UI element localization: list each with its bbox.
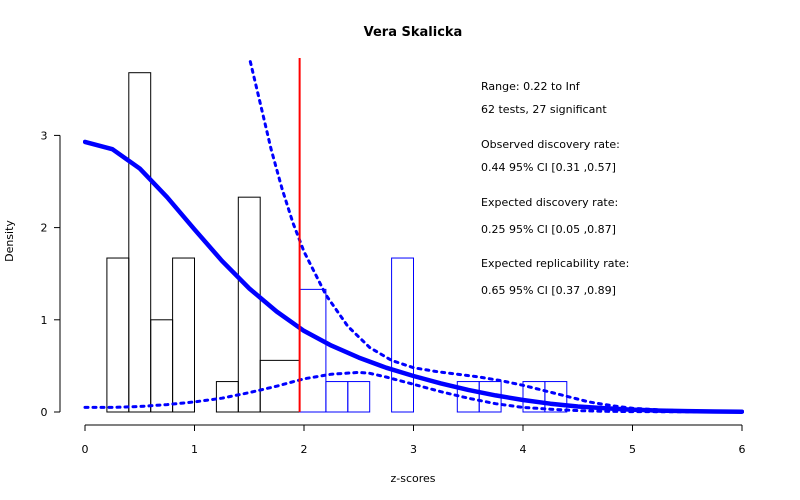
- annotation-line: Expected discovery rate:: [481, 196, 618, 209]
- x-tick-label: 1: [191, 443, 198, 456]
- x-tick-label: 2: [301, 443, 308, 456]
- y-tick-label: 3: [41, 129, 48, 142]
- y-tick-label: 2: [41, 222, 48, 235]
- histogram-bar-nonsignificant: [150, 319, 174, 413]
- x-tick-label: 5: [629, 443, 636, 456]
- histogram-bar-significant: [299, 288, 327, 413]
- chart-title: Vera Skalicka: [364, 25, 463, 40]
- annotation-line: 0.44 95% CI [0.31 ,0.57]: [481, 161, 616, 174]
- histogram-bar-significant: [544, 381, 568, 413]
- annotation-line: Observed discovery rate:: [481, 138, 620, 151]
- histogram-bar-nonsignificant: [172, 257, 196, 413]
- annotation-line: Expected replicability rate:: [481, 257, 629, 270]
- x-tick-label: 6: [739, 443, 746, 456]
- histogram-bar-significant: [347, 381, 371, 413]
- x-tick-label: 0: [82, 443, 89, 456]
- lower-ci-curve: [83, 370, 744, 414]
- y-axis-label: Density: [3, 220, 16, 262]
- histogram-bar-nonsignificant: [259, 359, 301, 413]
- histogram-bar-nonsignificant: [128, 72, 152, 413]
- histogram-bar-nonsignificant: [237, 196, 261, 413]
- annotation-line: 62 tests, 27 significant: [481, 103, 607, 116]
- y-tick-label: 1: [41, 314, 48, 327]
- annotation-line: Range: 0.22 to Inf: [481, 80, 581, 93]
- histogram-bar-nonsignificant: [106, 257, 130, 413]
- annotation-line: 0.25 95% CI [0.05 ,0.87]: [481, 223, 616, 236]
- annotation-line: 0.65 95% CI [0.37 ,0.89]: [481, 284, 616, 297]
- histogram-bar-significant: [325, 381, 349, 413]
- histogram-bar-significant: [391, 257, 415, 413]
- y-tick-label: 0: [41, 406, 48, 419]
- x-axis-label: z-scores: [390, 472, 435, 485]
- upper-ci-curve: [248, 60, 744, 413]
- x-tick-label: 4: [520, 443, 527, 456]
- x-tick-label: 3: [410, 443, 417, 456]
